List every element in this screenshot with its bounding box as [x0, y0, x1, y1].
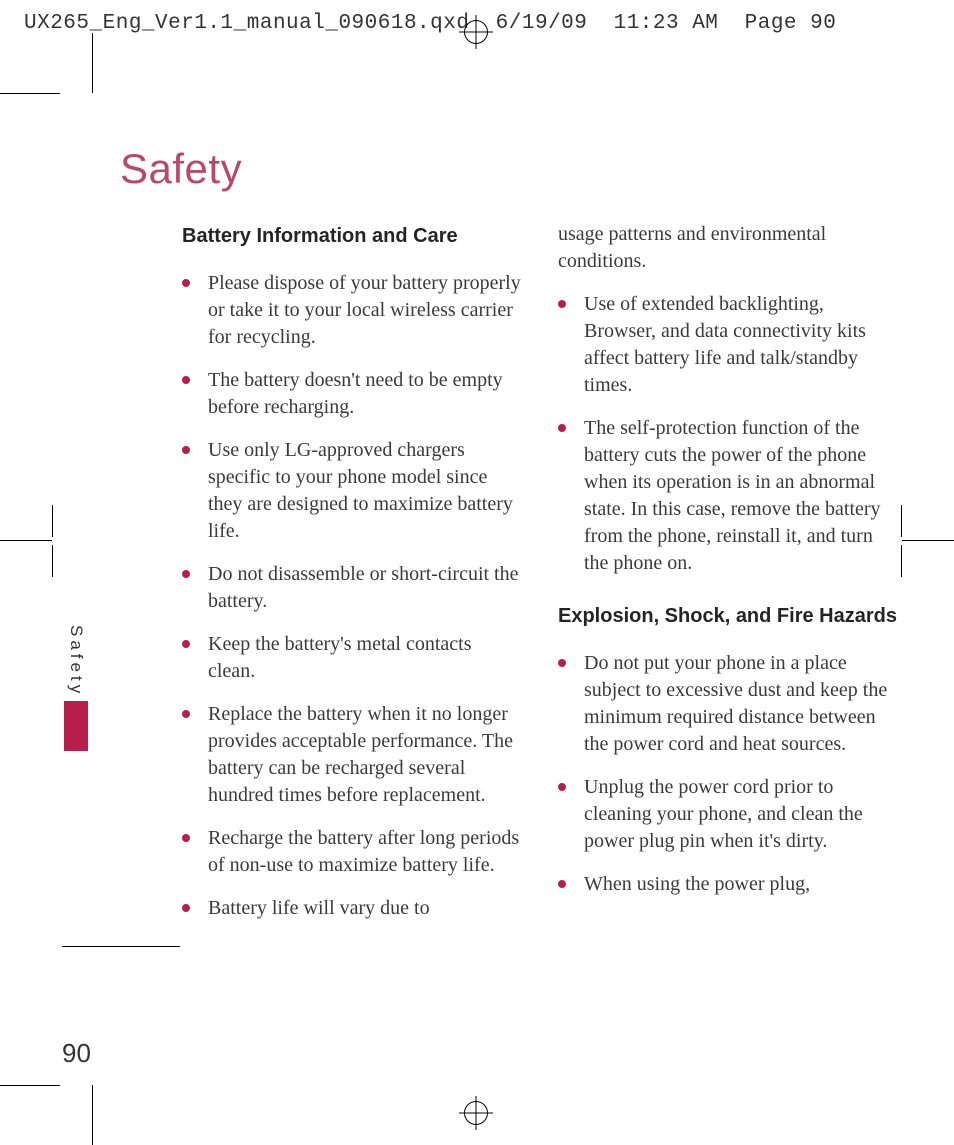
list-item-text: Do not disassemble or short-circuit the …: [208, 563, 519, 612]
section-heading-hazards: Explosion, Shock, and Fire Hazards: [558, 601, 898, 632]
page-title: Safety: [120, 145, 898, 193]
bullet-list: Use of extended backlighting, Browser, a…: [558, 291, 898, 577]
bullet-icon: [182, 834, 190, 842]
list-item: Do not disassemble or short-circuit the …: [182, 561, 522, 615]
list-item: The battery doesn't need to be empty bef…: [182, 367, 522, 421]
bullet-list: Please dispose of your battery properly …: [182, 270, 522, 922]
bullet-icon: [182, 446, 190, 454]
page-number: 90: [62, 1038, 91, 1069]
section-heading-battery: Battery Information and Care: [182, 221, 522, 252]
bullet-icon: [558, 300, 566, 308]
crop-mark: [901, 545, 902, 577]
bullet-icon: [182, 376, 190, 384]
page-content: Safety Battery Information and Care Plea…: [120, 145, 898, 1045]
bullet-list: Do not put your phone in a place subject…: [558, 650, 898, 898]
list-item-text: Battery life will vary due to: [208, 897, 430, 919]
list-item-text: The battery doesn't need to be empty bef…: [208, 369, 503, 418]
crop-mark: [0, 540, 52, 541]
list-item-text: Do not put your phone in a place subject…: [584, 652, 887, 755]
list-item: Please dispose of your battery properly …: [182, 270, 522, 351]
registration-mark-icon: [464, 1101, 488, 1125]
column-left: Battery Information and Care Please disp…: [182, 221, 522, 938]
crop-mark: [902, 540, 954, 541]
list-item-text: Keep the battery's metal contacts clean.: [208, 633, 472, 682]
list-item: Replace the battery when it no longer pr…: [182, 701, 522, 809]
footer-rule: [62, 946, 180, 947]
bullet-icon: [182, 570, 190, 578]
list-item-text: Use only LG-approved chargers specific t…: [208, 439, 513, 542]
crop-mark: [52, 545, 53, 577]
column-right: usage patterns and environmental conditi…: [558, 221, 898, 938]
side-tab: Safety: [64, 625, 88, 751]
list-item-text: Unplug the power cord prior to cleaning …: [584, 776, 863, 852]
crop-mark: [92, 33, 93, 93]
crop-mark: [92, 1085, 93, 1145]
crop-mark: [0, 1085, 60, 1086]
bullet-icon: [182, 279, 190, 287]
bullet-icon: [558, 424, 566, 432]
crop-mark: [901, 505, 902, 537]
bullet-icon: [558, 783, 566, 791]
bullet-icon: [558, 880, 566, 888]
two-column-layout: Battery Information and Care Please disp…: [120, 221, 898, 938]
list-item: The self-protection function of the batt…: [558, 415, 898, 577]
list-item-text: Replace the battery when it no longer pr…: [208, 703, 513, 806]
list-item-text: When using the power plug,: [584, 873, 810, 895]
registration-mark-icon: [464, 20, 488, 44]
list-item: Do not put your phone in a place subject…: [558, 650, 898, 758]
bullet-icon: [182, 640, 190, 648]
bullet-icon: [182, 904, 190, 912]
list-item-text: Recharge the battery after long periods …: [208, 827, 519, 876]
list-item: Use only LG-approved chargers specific t…: [182, 437, 522, 545]
list-item: Recharge the battery after long periods …: [182, 825, 522, 879]
crop-mark: [52, 505, 53, 537]
bullet-icon: [558, 659, 566, 667]
side-tab-label: Safety: [66, 625, 86, 697]
list-item-text: Please dispose of your battery properly …: [208, 272, 521, 348]
list-item: Unplug the power cord prior to cleaning …: [558, 774, 898, 855]
list-item-text: The self-protection function of the batt…: [584, 417, 881, 574]
side-tab-bar: [64, 701, 88, 751]
list-item-text: Use of extended backlighting, Browser, a…: [584, 293, 866, 396]
list-item: Keep the battery's metal contacts clean.: [182, 631, 522, 685]
bullet-icon: [182, 710, 190, 718]
crop-mark: [0, 93, 60, 94]
list-item: Battery life will vary due to: [182, 895, 522, 922]
list-item: Use of extended backlighting, Browser, a…: [558, 291, 898, 399]
continuation-text: usage patterns and environmental conditi…: [558, 221, 898, 275]
list-item: When using the power plug,: [558, 871, 898, 898]
